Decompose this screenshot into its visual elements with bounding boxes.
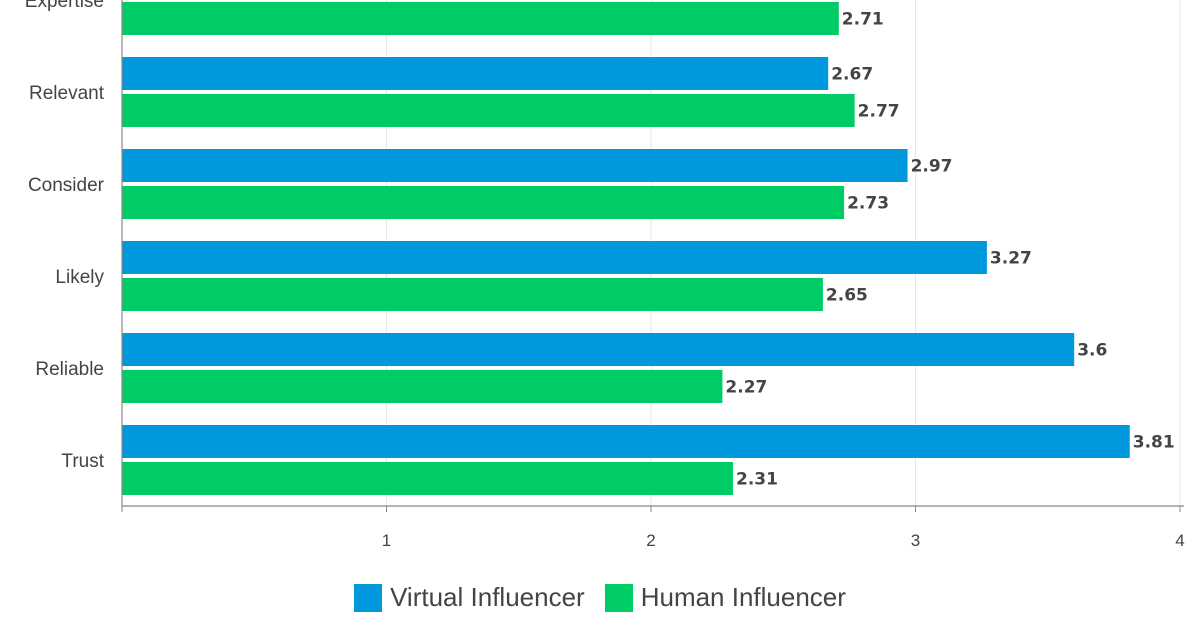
value-label: 2.73 [847, 194, 889, 214]
value-label: 2.27 [725, 378, 767, 398]
legend-swatch-human [604, 583, 633, 612]
bar-human[interactable] [122, 186, 845, 219]
legend-label-human: Human Influencer [640, 582, 846, 612]
category-label: Consider [28, 175, 105, 196]
legend-label-virtual: Virtual Influencer [390, 582, 585, 612]
value-label: 2.65 [826, 286, 868, 306]
value-label: 2.31 [736, 470, 778, 490]
value-label: 2.71 [842, 10, 884, 30]
bar-chart: 2.71 2.67 2.77 2.97 2.73 3.27 2.65 3.6 2.27 3.81 2… [25, 0, 1185, 550]
bar-human[interactable] [122, 278, 823, 311]
value-label: 3.6 [1077, 341, 1107, 361]
x-tick-label: 3 [911, 531, 920, 550]
legend-item-human[interactable]: Human Influencer [604, 582, 846, 613]
x-tick-label: 1 [382, 531, 391, 550]
bar-virtual[interactable] [122, 333, 1075, 366]
bar-virtual[interactable] [122, 57, 829, 90]
legend: Virtual Influencer Human Influencer [0, 582, 1200, 613]
value-label: 3.81 [1133, 433, 1175, 453]
value-label: 2.77 [858, 102, 900, 122]
bar-human[interactable] [122, 94, 855, 127]
category-label: Trust [61, 451, 104, 472]
bar-human[interactable] [122, 462, 733, 495]
category-label: Likely [55, 267, 104, 288]
axes: 1 2 3 4 [121, 0, 1185, 550]
bars [122, 2, 1130, 495]
value-label: 3.27 [990, 249, 1032, 269]
category-label: Expertise [25, 0, 104, 12]
bar-human[interactable] [122, 370, 723, 403]
category-label: Reliable [35, 359, 104, 380]
legend-item-virtual[interactable]: Virtual Influencer [354, 582, 585, 613]
x-tick-label: 4 [1175, 531, 1184, 550]
bar-virtual[interactable] [122, 149, 908, 182]
category-labels: Expertise Relevant Consider Likely Reliable T… [25, 0, 105, 472]
value-label: 2.67 [831, 65, 873, 85]
bar-virtual[interactable] [122, 425, 1130, 458]
legend-swatch-virtual [354, 583, 383, 612]
value-labels: 2.71 2.67 2.77 2.97 2.73 3.27 2.65 3.6 2.27 3.81 2… [725, 10, 1174, 490]
bar-human[interactable] [122, 2, 839, 35]
bar-virtual[interactable] [122, 241, 987, 274]
category-label: Relevant [29, 83, 105, 104]
x-tick-label: 2 [646, 531, 655, 550]
value-label: 2.97 [911, 157, 953, 177]
